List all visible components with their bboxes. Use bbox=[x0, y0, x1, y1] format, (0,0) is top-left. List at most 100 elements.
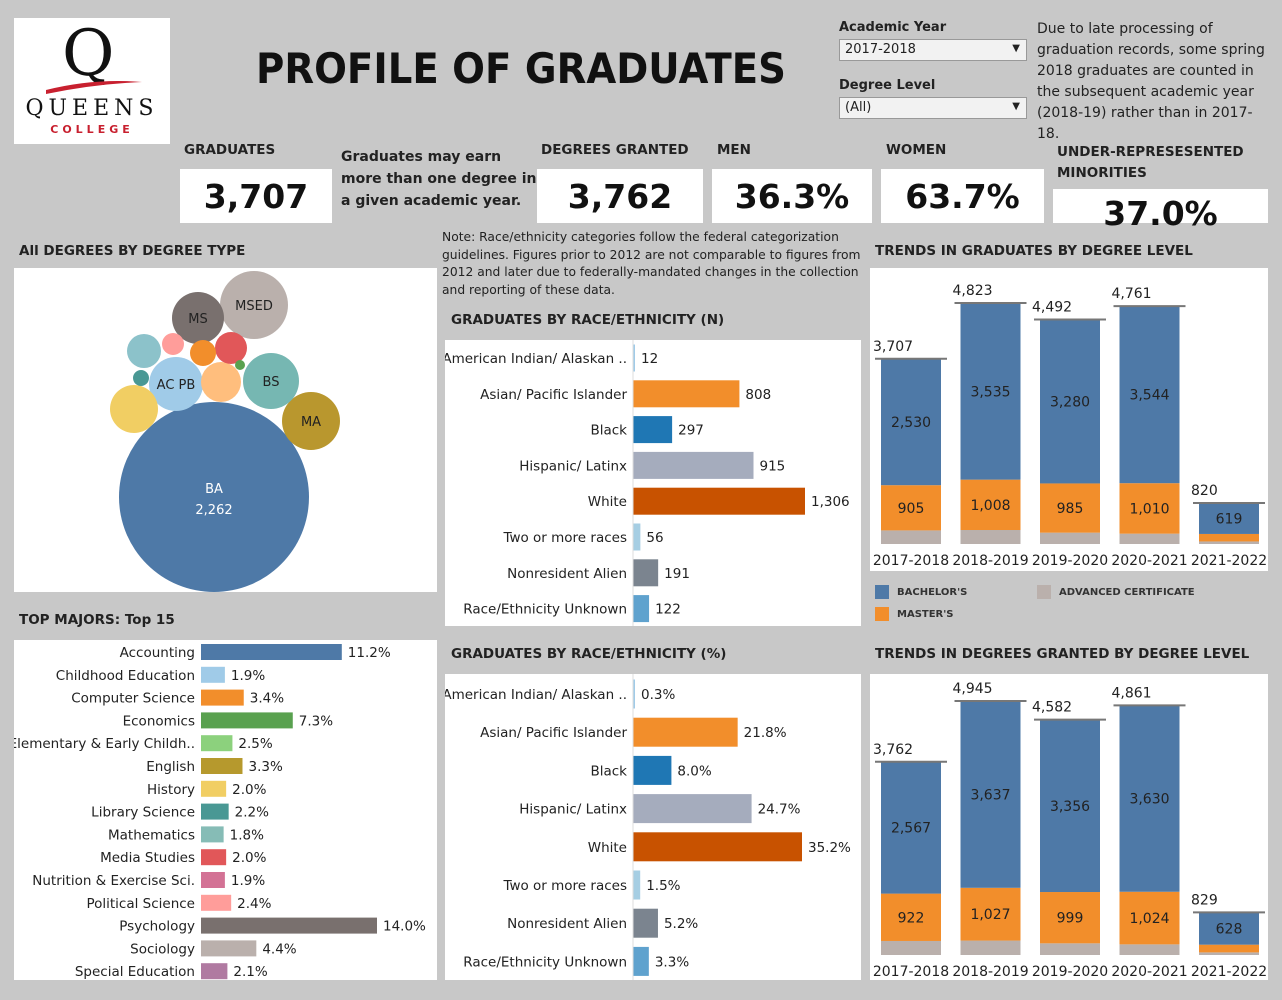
bubble-ac-pb bbox=[149, 357, 203, 411]
bubble-label: BA bbox=[205, 482, 223, 497]
legend-masters: MASTER'S bbox=[875, 607, 954, 621]
bubble-bs bbox=[243, 353, 299, 409]
stack-value-label: 3,630 bbox=[1129, 792, 1169, 808]
bar-value-label: 0.3% bbox=[641, 687, 675, 703]
bar-value-label: 3.3% bbox=[248, 759, 282, 775]
stack-value-label: 2,530 bbox=[891, 415, 931, 431]
stack-value-label: 3,637 bbox=[970, 787, 1010, 803]
category-label: 2018-2019 bbox=[952, 553, 1028, 569]
academic-year-select[interactable]: 2017-2018 ▼ bbox=[839, 39, 1027, 61]
logo-subtitle: COLLEGE bbox=[50, 123, 134, 136]
category-label: 2018-2019 bbox=[952, 964, 1028, 980]
bar-value-label: 808 bbox=[745, 387, 771, 403]
bar-category-label: American Indian/ Alaskan .. bbox=[445, 351, 627, 367]
stack-segment-bachelor-s bbox=[1119, 705, 1180, 892]
bar-value-label: 2.0% bbox=[232, 782, 266, 798]
bubble-value: 2,262 bbox=[195, 503, 232, 518]
bar-category-label: American Indian/ Alaskan .. bbox=[445, 687, 627, 703]
bar bbox=[633, 946, 649, 976]
bar-value-label: 2.2% bbox=[235, 805, 269, 821]
degree-type-title: All DEGREES BY DEGREE TYPE bbox=[19, 243, 246, 259]
bar-category-label: Race/Ethnicity Unknown bbox=[463, 954, 627, 970]
multiple-degrees-note: Graduates may earn more than one degree … bbox=[341, 149, 537, 209]
stack-segment-bachelor-s bbox=[960, 701, 1021, 888]
bar-category-label: Hispanic/ Latinx bbox=[519, 802, 627, 818]
kpi-urm-value: 37.0% bbox=[1053, 189, 1268, 233]
degree-level-select[interactable]: (All) ▼ bbox=[839, 97, 1027, 119]
bar-category-label: Accounting bbox=[120, 645, 195, 661]
bar-value-label: 3.3% bbox=[655, 954, 689, 970]
race-ethnicity-note: Note: Race/ethnicity categories follow t… bbox=[442, 230, 861, 297]
stack-value-label: 1,027 bbox=[970, 907, 1010, 923]
bar-category-label: Race/Ethnicity Unknown bbox=[463, 602, 627, 618]
top-majors-chart-svg: Accounting 11.2% Childhood Education 1.9% Co… bbox=[9, 644, 426, 980]
bar-category-label: Black bbox=[590, 423, 627, 439]
legend-label-advanced: ADVANCED CERTIFICATE bbox=[1059, 587, 1195, 598]
bar-category-label: Nutrition & Exercise Sci. bbox=[32, 873, 195, 889]
legend-label-bachelors: BACHELOR'S bbox=[897, 587, 968, 598]
bar-value-label: 1.8% bbox=[230, 827, 264, 843]
stack-segment-master-s bbox=[1119, 891, 1180, 945]
stack-value-label: 3,544 bbox=[1129, 388, 1169, 404]
kpi-graduates-value: 3,707 bbox=[180, 169, 332, 223]
bar-value-label: 8.0% bbox=[677, 763, 711, 779]
kpi-women-value: 63.7% bbox=[881, 169, 1044, 223]
kpi-graduates-label: GRADUATES bbox=[184, 142, 276, 158]
stack-segment-advanced-certificate bbox=[1119, 533, 1180, 544]
stack-segment-bachelor-s bbox=[960, 303, 1021, 480]
top-majors-chart: Accounting 11.2% Childhood Education 1.9% Co… bbox=[9, 640, 437, 980]
bar-category-label: Political Science bbox=[86, 896, 195, 912]
stack-value-label: 1,008 bbox=[970, 498, 1010, 514]
bar-value-label: 5.2% bbox=[664, 916, 698, 932]
bubble-ms bbox=[172, 292, 224, 344]
kpi-women-label: WOMEN bbox=[886, 142, 947, 158]
stack-segment-master-s bbox=[881, 485, 941, 531]
bar-value-label: 2.1% bbox=[233, 964, 267, 980]
bar-category-label: Psychology bbox=[119, 919, 195, 935]
bubble-label: MS bbox=[188, 312, 207, 327]
bar bbox=[201, 826, 224, 843]
bar-category-label: Two or more races bbox=[502, 878, 627, 894]
stack-value-label: 3,535 bbox=[970, 384, 1010, 400]
legend-swatch-bachelors bbox=[875, 585, 889, 599]
trend-legend: BACHELOR'S MASTER'S ADVANCED CERTIFICATE bbox=[875, 585, 1270, 625]
bar-category-label: White bbox=[588, 494, 627, 510]
stack-value-label: 619 bbox=[1216, 511, 1243, 527]
category-label: 2020-2021 bbox=[1111, 964, 1187, 980]
stack-segment-master-s bbox=[1119, 483, 1180, 534]
bubble-unlabeled-8 bbox=[215, 332, 247, 364]
stack-segment-bachelor-s bbox=[1119, 306, 1180, 484]
race-pct-chart-svg: American Indian/ Alaskan .. 0.3% Asian/ Pa… bbox=[442, 674, 851, 980]
kpi-degrees-label: DEGREES GRANTED bbox=[541, 142, 689, 158]
bar-value-label: 915 bbox=[760, 458, 786, 474]
bar-category-label: Childhood Education bbox=[56, 668, 195, 684]
bubble-unlabeled-13 bbox=[235, 360, 245, 370]
category-label: 2021-2022 bbox=[1191, 964, 1267, 980]
bar-category-label: Nonresident Alien bbox=[507, 566, 627, 582]
bar-category-label: Two or more races bbox=[502, 530, 627, 546]
total-label: 4,582 bbox=[1032, 700, 1072, 716]
bubble-msed bbox=[220, 271, 288, 339]
bar bbox=[633, 451, 754, 479]
stack-value-label: 905 bbox=[898, 501, 925, 517]
total-label: 4,492 bbox=[1032, 300, 1072, 316]
total-label: 4,945 bbox=[953, 681, 993, 697]
total-label: 4,761 bbox=[1112, 286, 1152, 302]
bar-category-label: Computer Science bbox=[71, 691, 195, 707]
bubble-ba bbox=[119, 402, 309, 592]
bar-value-label: 14.0% bbox=[383, 919, 426, 935]
stack-value-label: 1,024 bbox=[1129, 911, 1169, 927]
stack-segment-master-s bbox=[1199, 533, 1259, 542]
degree-type-chart: BA 2,262 MA MSED MS BS AC PB bbox=[14, 268, 437, 592]
dropdown-arrow-icon: ▼ bbox=[1012, 101, 1020, 112]
bar bbox=[201, 780, 227, 797]
bar-category-label: Special Education bbox=[75, 964, 195, 980]
legend-bachelors: BACHELOR'S bbox=[875, 585, 967, 599]
stack-segment-advanced-certificate bbox=[1040, 943, 1100, 955]
stack-value-label: 922 bbox=[898, 910, 925, 926]
bar-value-label: 12 bbox=[641, 351, 658, 367]
bar bbox=[201, 917, 377, 934]
bar-value-label: 2.0% bbox=[232, 850, 266, 866]
stack-segment-bachelor-s bbox=[1199, 912, 1259, 945]
top-majors-title: TOP MAJORS: Top 15 bbox=[19, 612, 175, 628]
